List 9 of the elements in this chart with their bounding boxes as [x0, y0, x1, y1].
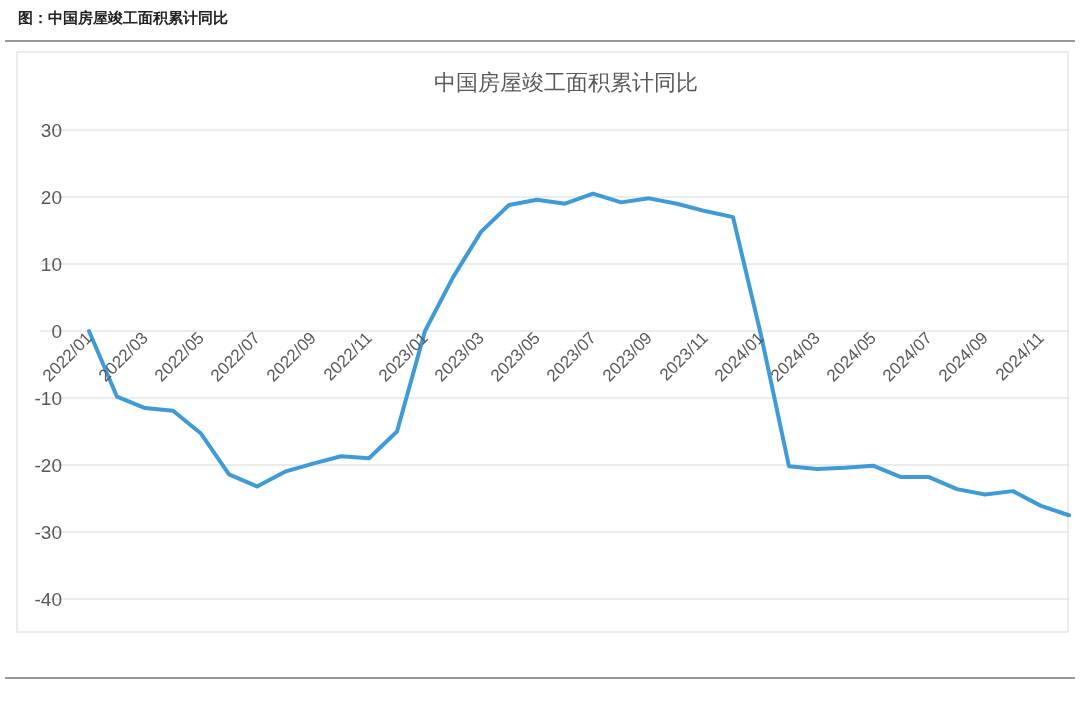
y-tick-label: 10	[40, 254, 62, 275]
y-tick-label: 20	[40, 187, 62, 208]
chart-title: 中国房屋竣工面积累计同比	[434, 70, 698, 95]
y-tick-label: -20	[34, 455, 62, 476]
y-tick-label: -10	[34, 388, 62, 409]
text: 图：中国房屋竣工面积累计同比	[18, 9, 228, 27]
y-tick-label: -40	[34, 589, 62, 610]
y-tick-label: -30	[34, 522, 62, 543]
y-tick-label: 30	[40, 120, 62, 141]
